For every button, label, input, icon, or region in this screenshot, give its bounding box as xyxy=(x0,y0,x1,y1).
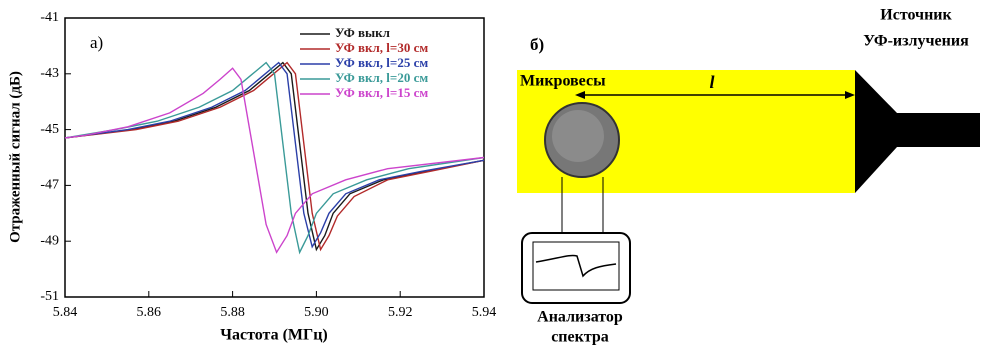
analyzer-label: Анализатор xyxy=(537,309,623,326)
y-tick-label: -51 xyxy=(40,289,59,304)
x-tick-label: 5.92 xyxy=(388,305,413,320)
x-axis-label: Частота (МГц) xyxy=(220,327,328,344)
figure: б) Микровесы l Источник УФ-излучения Ана… xyxy=(0,0,999,346)
y-tick-label: -43 xyxy=(40,66,59,81)
panel-label: б) xyxy=(530,35,544,54)
y-tick-label: -45 xyxy=(40,122,59,137)
legend-label: УФ вкл, l=20 см xyxy=(335,70,428,85)
source-label: Источник xyxy=(880,7,952,24)
distance-label: l xyxy=(709,72,714,92)
y-tick-label: -41 xyxy=(40,10,59,25)
legend-label: УФ вкл, l=15 см xyxy=(335,85,428,100)
y-tick-label: -49 xyxy=(40,233,59,248)
legend-label: УФ вкл, l=25 см xyxy=(335,55,428,70)
y-tick-label: -47 xyxy=(40,178,59,193)
legend-label: УФ вкл, l=30 см xyxy=(335,40,428,55)
microbalance-inner xyxy=(552,110,604,162)
panel-label: а) xyxy=(90,33,103,52)
legend-label: УФ выкл xyxy=(335,25,390,40)
x-tick-label: 5.86 xyxy=(137,305,162,320)
uv-source xyxy=(855,70,980,193)
y-axis-label: Отраженный сигнал (дБ) xyxy=(7,71,23,243)
x-tick-label: 5.88 xyxy=(220,305,245,320)
source-label: УФ-излучения xyxy=(863,33,969,50)
x-tick-label: 5.94 xyxy=(472,305,497,320)
analyzer-label: спектра xyxy=(551,329,609,346)
analyzer-box xyxy=(522,233,630,303)
scale-label: Микровесы xyxy=(520,73,606,90)
x-tick-label: 5.84 xyxy=(53,305,78,320)
x-tick-label: 5.90 xyxy=(304,305,329,320)
